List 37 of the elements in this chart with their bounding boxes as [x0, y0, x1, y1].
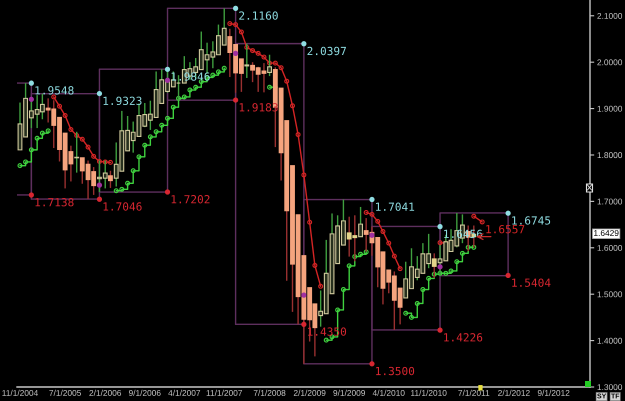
- data-label: 1.7138: [35, 198, 74, 206]
- y-tick-label: 1.6000: [598, 244, 622, 251]
- x-tick-label: 9/1/2012: [538, 390, 570, 396]
- y-tick-label: 1.5000: [598, 291, 622, 298]
- data-label: 1.9548: [35, 86, 74, 95]
- x-tick-label: 2/1/2009: [294, 390, 326, 396]
- y-tick-label: 2.0000: [597, 59, 622, 66]
- y-tick-label: 2.1000: [597, 12, 622, 19]
- data-label: 1.4226: [444, 333, 482, 342]
- x-tick-label: 2/1/2012: [498, 390, 530, 396]
- x-tick-label: 9/1/2009: [333, 390, 366, 396]
- text: 1.6429: [594, 230, 619, 236]
- data-label: 1.3500: [376, 366, 414, 376]
- x-tick-label: 11/1/2010: [411, 390, 447, 396]
- x-tick-label: 11/1/2004: [2, 390, 38, 396]
- y-tick-label: 1.3000: [598, 384, 622, 390]
- data-label: 1.9323: [104, 96, 142, 106]
- y-tick-label: 1.9000: [598, 106, 622, 112]
- x-tick-label: 7/1/2005: [49, 390, 81, 396]
- data-label: 1.5404: [512, 278, 550, 287]
- x-tick-label: 11/1/2007: [206, 390, 242, 396]
- data-label: 1.7046: [104, 202, 142, 211]
- y-tick-label: 1.4000: [598, 338, 622, 344]
- x-tick-label: 2/1/2006: [89, 390, 122, 396]
- data-label: 1.6745: [512, 216, 550, 225]
- x-tick-label: 7/1/2008: [254, 390, 286, 396]
- y-tick-label: 1.7000: [598, 198, 622, 204]
- data-label: 1.6557: [486, 224, 524, 234]
- x-tick-label: 4/1/2007: [168, 390, 200, 396]
- data-label: 2.0397: [307, 46, 346, 56]
- y-tick-label: 1.8000: [598, 152, 622, 158]
- x-tick-label: 7/1/2011: [458, 390, 490, 396]
- data-label: 1.7202: [172, 195, 210, 204]
- data-label: 2.1160: [239, 11, 278, 20]
- x-tick-label: 4/1/2010: [372, 390, 405, 396]
- data-label: 1.7041: [376, 202, 414, 211]
- x-tick-label: 9/1/2006: [128, 390, 161, 396]
